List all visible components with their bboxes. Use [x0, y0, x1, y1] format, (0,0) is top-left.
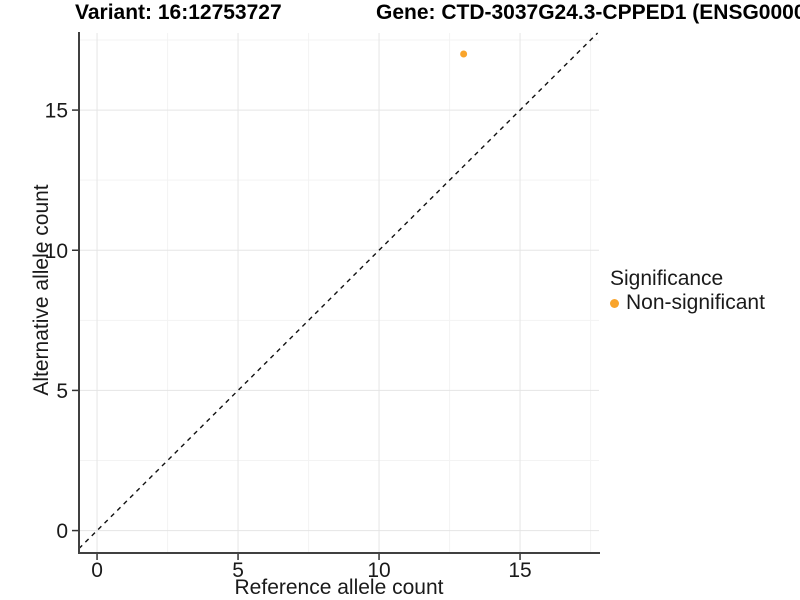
plot-title-gene: Gene: CTD-3037G24.3-CPPED1 (ENSG00000259: [376, 1, 800, 24]
x-tick-label: 10: [367, 559, 390, 582]
plot-title-variant: Variant: 16:12753727: [75, 1, 282, 24]
legend: Significance Non-significant: [610, 268, 765, 315]
x-axis-title: Reference allele count: [234, 576, 444, 599]
legend-item-label: Non-significant: [626, 291, 765, 314]
legend-item-non-significant: Non-significant: [610, 291, 765, 315]
x-tick-label: 5: [232, 559, 244, 582]
y-axis-title: Alternative allele count: [30, 184, 53, 396]
legend-point-icon: [610, 298, 619, 308]
y-tick-label: 15: [45, 100, 68, 123]
y-tick-label: 10: [45, 240, 68, 263]
data-point: [460, 50, 468, 58]
x-tick-label: 0: [91, 559, 103, 582]
y-tick-label: 5: [56, 380, 68, 403]
y-tick-label: 0: [56, 520, 68, 543]
x-tick-label: 15: [508, 559, 531, 582]
legend-title: Significance: [610, 267, 724, 290]
